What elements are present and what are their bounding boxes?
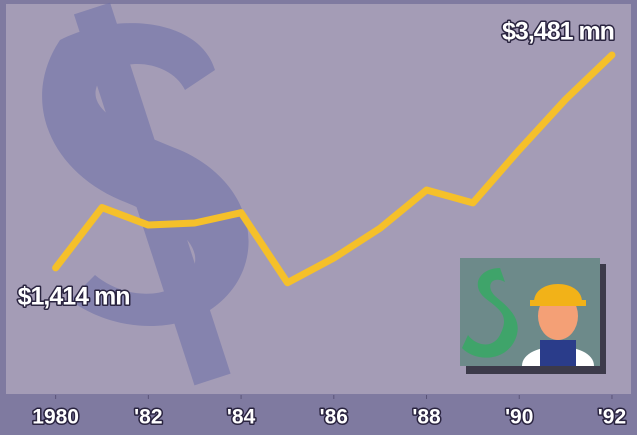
x-tick-label: '92 [598, 406, 626, 429]
value-label: $3,481 mn [502, 18, 614, 46]
worker-icon [460, 258, 606, 374]
value-label: $1,414 mn [18, 283, 130, 311]
x-tick-label: '82 [134, 406, 162, 429]
x-tick-label: '86 [320, 406, 348, 429]
x-tick-label: '90 [505, 406, 533, 429]
x-tick-label: 1980 [32, 406, 79, 429]
x-tick-label: '84 [227, 406, 256, 429]
chart: 1980 '82 '84 '86 '88 '90 '92 $1,414 mn $3,481 mn [0, 0, 637, 435]
x-tick-label: '88 [412, 406, 441, 429]
